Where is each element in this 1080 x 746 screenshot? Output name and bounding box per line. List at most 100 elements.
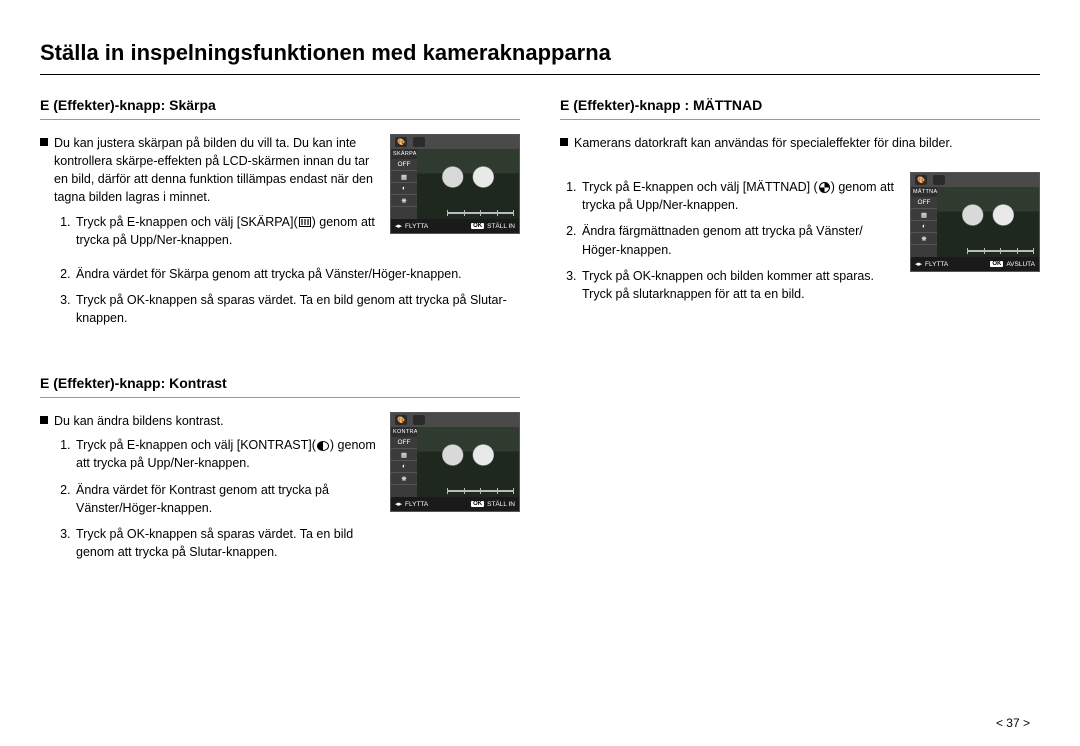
list-item: Tryck på E-knappen och välj [SKÄRPA]() g… <box>74 213 376 249</box>
kontrast-steps: Tryck på E-knappen och välj [KONTRAST]()… <box>40 436 376 561</box>
kontrast-text-block: Du kan ändra bildens kontrast. Tryck på … <box>40 412 376 569</box>
lcd-side-item: ▦ <box>391 449 417 461</box>
lcd-side-item: ◐ <box>391 461 417 473</box>
scharpa-text-block: Du kan justera skärpan på bilden du vill… <box>40 134 376 257</box>
heading-mattnad: E (Effekter)-knapp : MÄTTNAD <box>560 97 1040 113</box>
kontrast-lead-row: Du kan ändra bildens kontrast. Tryck på … <box>40 412 520 569</box>
lcd-bottombar: ◂▸FLYTTA OKSTÄLL IN <box>391 497 519 511</box>
lcd-side-item: ◐ <box>911 221 937 233</box>
palette-icon: 🎨 <box>395 137 407 147</box>
mode-icon <box>933 175 945 185</box>
lcd-frame: 🎨 KONTRAST OFF ▦ ◐ ❋ <box>390 412 520 512</box>
arrows-icon: ◂▸ <box>915 260 922 268</box>
lcd-slider <box>447 209 513 217</box>
lcd-ok-label: OK <box>471 501 484 507</box>
lcd-move-label: FLYTTA <box>405 223 428 230</box>
right-column: E (Effekter)-knapp : MÄTTNAD Kamerans da… <box>560 97 1040 577</box>
lcd-photo <box>417 149 519 219</box>
lcd-preview-kontrast: 🎨 KONTRAST OFF ▦ ◐ ❋ <box>390 412 520 569</box>
lcd-photo <box>417 427 519 497</box>
lcd-preview-mattnad: 🎨 MÄTTNAD OFF ▦ ◐ ❋ <box>910 172 1040 311</box>
lcd-sidebar: MÄTTNAD OFF ▦ ◐ ❋ <box>911 187 937 257</box>
scharpa-lead-text: Du kan justera skärpan på bilden du vill… <box>54 134 376 207</box>
palette-icon: 🎨 <box>915 175 927 185</box>
lcd-body: SKÄRPA OFF ▦ ◐ ❋ <box>391 149 519 219</box>
section-kontrast: E (Effekter)-knapp: Kontrast Du kan ändr… <box>40 375 520 569</box>
scharpa-steps-cont: Ändra värdet för Skärpa genom att trycka… <box>40 265 520 327</box>
scharpa-steps-partial: Tryck på E-knappen och välj [SKÄRPA]() g… <box>40 213 376 249</box>
left-column: E (Effekter)-knapp: Skärpa Du kan juster… <box>40 97 520 577</box>
list-item: Ändra färgmättnaden genom att trycka på … <box>580 222 896 258</box>
lcd-set-label: STÄLL IN <box>487 501 515 508</box>
scharpa-lead-row: Du kan justera skärpan på bilden du vill… <box>40 134 520 257</box>
list-item: Ändra värdet för Skärpa genom att trycka… <box>74 265 520 283</box>
lcd-side-label: MÄTTNAD <box>911 187 937 197</box>
section-rule <box>40 397 520 398</box>
lcd-frame: 🎨 SKÄRPA OFF ▦ ◐ ❋ <box>390 134 520 234</box>
title-rule <box>40 74 1040 75</box>
mode-icon <box>413 415 425 425</box>
lcd-move-label: FLYTTA <box>405 501 428 508</box>
page-title: Ställa in inspelningsfunktionen med kame… <box>40 40 1040 66</box>
lcd-side-item: ❋ <box>391 195 417 207</box>
mattnad-lead-row: Tryck på E-knappen och välj [MÄTTNAD] ()… <box>560 172 1040 311</box>
list-item: Tryck på OK-knappen så sparas värdet. Ta… <box>74 525 376 561</box>
arrows-icon: ◂▸ <box>395 500 402 508</box>
lcd-exit-label: AVSLUTA <box>1006 261 1035 268</box>
section-rule <box>560 119 1040 120</box>
list-item: Tryck på E-knappen och välj [MÄTTNAD] ()… <box>580 178 896 214</box>
lcd-side-item: ◐ <box>391 183 417 195</box>
mattnad-text-block: Tryck på E-knappen och välj [MÄTTNAD] ()… <box>560 172 896 311</box>
bullet-icon <box>40 138 48 146</box>
lcd-side-label: KONTRAST <box>391 427 417 437</box>
lcd-preview-scharpa: 🎨 SKÄRPA OFF ▦ ◐ ❋ <box>390 134 520 257</box>
lcd-topbar: 🎨 <box>391 135 519 149</box>
lcd-move-label: FLYTTA <box>925 261 948 268</box>
saturation-icon <box>819 182 830 193</box>
list-item: Tryck på E-knappen och välj [KONTRAST]()… <box>74 436 376 472</box>
lcd-side-label: SKÄRPA <box>391 149 417 159</box>
page-number: < 37 > <box>996 716 1030 730</box>
lcd-ok-label: OK <box>471 223 484 229</box>
lcd-body: MÄTTNAD OFF ▦ ◐ ❋ <box>911 187 1039 257</box>
lcd-body: KONTRAST OFF ▦ ◐ ❋ <box>391 427 519 497</box>
lcd-off-item: OFF <box>911 197 937 209</box>
lcd-sidebar: SKÄRPA OFF ▦ ◐ ❋ <box>391 149 417 219</box>
lcd-slider <box>447 487 513 495</box>
lcd-sidebar: KONTRAST OFF ▦ ◐ ❋ <box>391 427 417 497</box>
lcd-topbar: 🎨 <box>391 413 519 427</box>
lcd-off-item: OFF <box>391 437 417 449</box>
list-item: Ändra värdet för Kontrast genom att tryc… <box>74 481 376 517</box>
lcd-topbar: 🎨 <box>911 173 1039 187</box>
lcd-ok-label: OK <box>990 261 1003 267</box>
lcd-bottombar: ◂▸FLYTTA OKSTÄLL IN <box>391 219 519 233</box>
bullet-icon <box>560 138 568 146</box>
kontrast-lead-text: Du kan ändra bildens kontrast. <box>54 412 224 430</box>
lcd-set-label: STÄLL IN <box>487 223 515 230</box>
lcd-bottombar: ◂▸FLYTTA OKAVSLUTA <box>911 257 1039 271</box>
content-columns: E (Effekter)-knapp: Skärpa Du kan juster… <box>40 97 1040 577</box>
mode-icon <box>413 137 425 147</box>
section-rule <box>40 119 520 120</box>
lcd-frame: 🎨 MÄTTNAD OFF ▦ ◐ ❋ <box>910 172 1040 272</box>
heading-scharpa: E (Effekter)-knapp: Skärpa <box>40 97 520 113</box>
lcd-side-item: ❋ <box>911 233 937 245</box>
arrows-icon: ◂▸ <box>395 222 402 230</box>
lcd-side-item: ▦ <box>391 171 417 183</box>
bullet-icon <box>40 416 48 424</box>
lcd-side-item: ▦ <box>911 209 937 221</box>
section-mattnad: E (Effekter)-knapp : MÄTTNAD Kamerans da… <box>560 97 1040 311</box>
heading-kontrast: E (Effekter)-knapp: Kontrast <box>40 375 520 391</box>
section-scharpa: E (Effekter)-knapp: Skärpa Du kan juster… <box>40 97 520 327</box>
lcd-photo <box>937 187 1039 257</box>
lcd-off-item: OFF <box>391 159 417 171</box>
list-item: Tryck på OK-knappen och bilden kommer at… <box>580 267 896 303</box>
lcd-side-item: ❋ <box>391 473 417 485</box>
contrast-icon <box>317 441 329 451</box>
lcd-slider <box>967 247 1033 255</box>
sharpness-icon <box>299 217 311 227</box>
list-item: Tryck på OK-knappen så sparas värdet. Ta… <box>74 291 520 327</box>
palette-icon: 🎨 <box>395 415 407 425</box>
mattnad-steps: Tryck på E-knappen och välj [MÄTTNAD] ()… <box>560 178 896 303</box>
mattnad-lead-text: Kamerans datorkraft kan användas för spe… <box>574 134 952 152</box>
